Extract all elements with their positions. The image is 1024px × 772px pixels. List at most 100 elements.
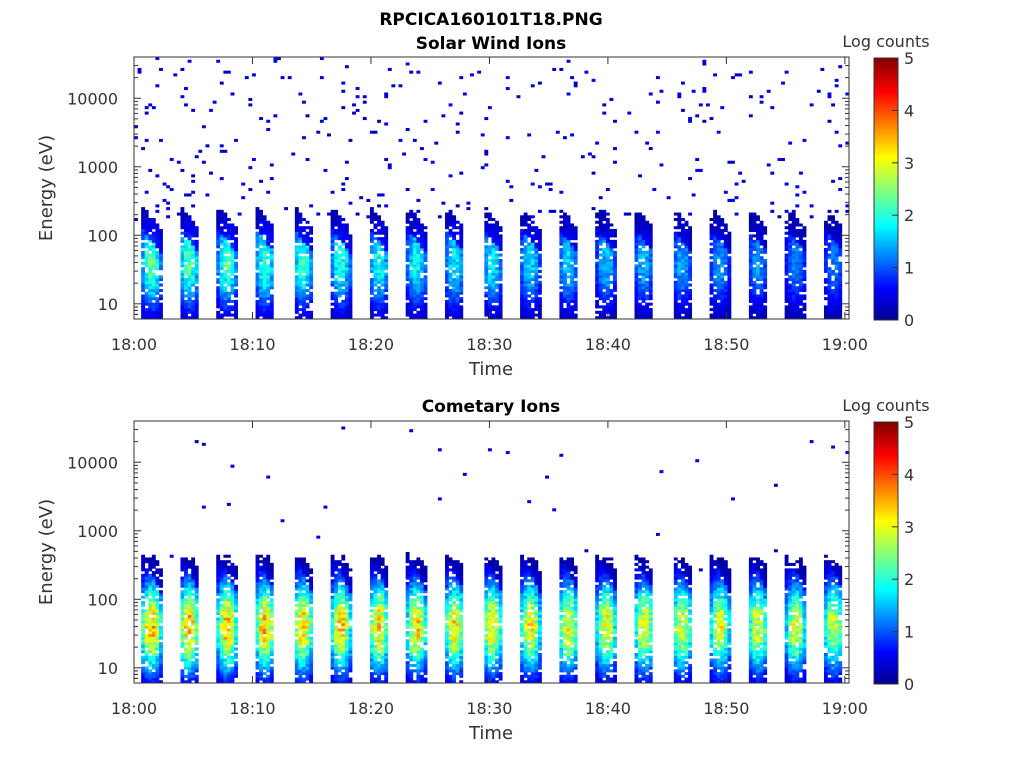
heatmap-cell — [220, 281, 224, 284]
heatmap-cell — [559, 305, 563, 308]
heatmap-cell — [302, 620, 306, 623]
heatmap-cell — [599, 267, 603, 270]
heatmap-cell — [420, 297, 424, 300]
heatmap-cell — [231, 607, 235, 610]
heatmap-cell — [835, 281, 839, 284]
heatmap-cell — [302, 311, 306, 314]
heatmap-cell — [188, 264, 192, 267]
heatmap-cell — [298, 297, 302, 300]
heatmap-cell — [306, 568, 310, 571]
heatmap-cell — [499, 303, 503, 306]
heatmap-cell — [331, 218, 335, 221]
heatmap-cell — [266, 275, 270, 278]
heatmap-cell — [148, 275, 152, 278]
heatmap-cell — [345, 275, 349, 278]
heatmap-cell — [148, 604, 152, 607]
heatmap-cell — [384, 308, 388, 311]
heatmap-cell — [263, 229, 267, 232]
heatmap-cell — [642, 229, 646, 232]
heatmap-cell — [184, 560, 188, 563]
heatmap-cell — [735, 183, 739, 186]
heatmap-cell — [570, 281, 574, 284]
heatmap-cell — [567, 218, 571, 221]
heatmap-cell — [145, 590, 149, 593]
heatmap-cell — [188, 286, 192, 289]
heatmap-cell — [306, 656, 310, 659]
heatmap-cell — [202, 161, 206, 164]
heatmap-cell — [388, 68, 392, 71]
heatmap-cell — [688, 251, 692, 254]
heatmap-cell — [295, 248, 299, 251]
heatmap-cell — [638, 305, 642, 308]
heatmap-cell — [542, 155, 546, 158]
heatmap-cell — [155, 281, 159, 284]
heatmap-cell — [409, 248, 413, 251]
heatmap-cell — [227, 620, 231, 623]
heatmap-cell — [702, 120, 706, 123]
heatmap-cell — [306, 240, 310, 243]
heatmap-cell — [191, 273, 195, 276]
heatmap-cell — [155, 264, 159, 267]
heatmap-cell — [406, 221, 410, 224]
heatmap-cell — [531, 297, 535, 300]
heatmap-cell — [484, 234, 488, 237]
heatmap-cell — [795, 193, 799, 196]
heatmap-cell — [609, 98, 613, 101]
heatmap-cell — [613, 147, 617, 150]
heatmap-cell — [710, 232, 714, 235]
heatmap-cell — [685, 221, 689, 224]
heatmap-cell — [770, 106, 774, 109]
heatmap-cell — [281, 519, 285, 522]
heatmap-cell — [223, 628, 227, 631]
heatmap-cell — [195, 308, 199, 311]
heatmap-cell — [384, 251, 388, 254]
heatmap-cell — [527, 300, 531, 303]
heatmap-cell — [231, 661, 235, 664]
heatmap-cell — [452, 218, 456, 221]
heatmap-cell — [642, 294, 646, 297]
heatmap-cell — [266, 601, 270, 604]
heatmap-cell — [152, 262, 156, 265]
heatmap-cell — [495, 234, 499, 237]
heatmap-cell — [492, 278, 496, 281]
heatmap-cell — [638, 284, 642, 287]
heatmap-cell — [195, 667, 199, 670]
heatmap-cell — [223, 574, 227, 577]
heatmap-cell — [727, 303, 731, 306]
y-tick-label: 1000 — [77, 158, 118, 177]
heatmap-cell — [445, 218, 449, 221]
heatmap-cell — [409, 232, 413, 235]
heatmap-cell — [295, 256, 299, 259]
heatmap-cell — [266, 661, 270, 664]
heatmap-cell — [263, 311, 267, 314]
heatmap-cell — [259, 273, 263, 276]
heatmap-cell — [456, 123, 460, 126]
heatmap-cell — [220, 579, 224, 582]
heatmap-cell — [538, 300, 542, 303]
heatmap-cell — [334, 620, 338, 623]
heatmap-cell — [524, 281, 528, 284]
heatmap-cell — [531, 234, 535, 237]
heatmap-cell — [256, 566, 260, 569]
heatmap-cell — [381, 259, 385, 262]
heatmap-cell — [295, 571, 299, 574]
heatmap-cell — [409, 251, 413, 254]
heatmap-cell — [803, 303, 807, 306]
heatmap-cell — [756, 305, 760, 308]
heatmap-cell — [259, 590, 263, 593]
heatmap-cell — [645, 275, 649, 278]
heatmap-cell — [302, 136, 306, 139]
heatmap-cell — [159, 637, 163, 640]
heatmap-cell — [792, 300, 796, 303]
heatmap-cell — [688, 278, 692, 281]
heatmap-cell — [824, 262, 828, 265]
heatmap-cell — [306, 618, 310, 621]
heatmap-cell — [724, 270, 728, 273]
heatmap-cell — [220, 240, 224, 243]
heatmap-cell — [456, 131, 460, 134]
heatmap-cell — [384, 281, 388, 284]
heatmap-cell — [524, 218, 528, 221]
heatmap-cell — [792, 221, 796, 224]
heatmap-cell — [416, 273, 420, 276]
heatmap-cell — [302, 612, 306, 615]
